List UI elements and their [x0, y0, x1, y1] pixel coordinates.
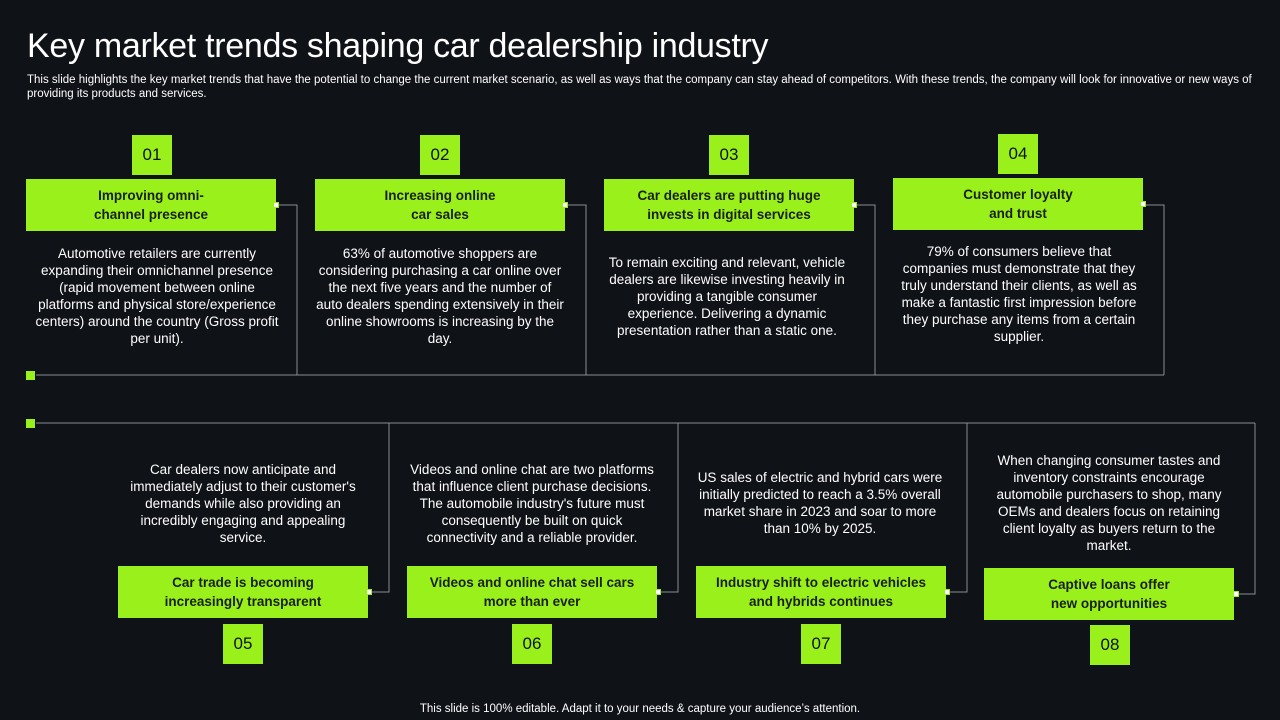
trend-text-04: 79% of consumers believe that companies …	[901, 244, 1137, 344]
trend-text-02: 63% of automotive shoppers are consideri…	[316, 246, 564, 346]
trend-text-07: US sales of electric and hybrid cars wer…	[697, 470, 943, 536]
trend-number-04: 04	[998, 134, 1038, 174]
trend-heading-07: Industry shift to electric vehicles and …	[696, 566, 946, 618]
trend-number-05: 05	[223, 624, 263, 664]
trend-text-01: Automotive retailers are currently expan…	[35, 246, 279, 346]
trend-heading-02: Increasing online car sales	[315, 179, 565, 231]
trend-number-07: 07	[801, 624, 841, 664]
page-title: Key market trends shaping car dealership…	[27, 27, 769, 65]
trend-heading-05: Car trade is becoming increasingly trans…	[118, 566, 368, 618]
trend-number-02: 02	[420, 135, 460, 175]
trend-number-03: 03	[709, 135, 749, 175]
trend-heading-03: Car dealers are putting huge invests in …	[604, 179, 854, 231]
connector-dot	[655, 589, 661, 595]
connector-dot	[1233, 591, 1239, 597]
trend-number-06: 06	[512, 624, 552, 664]
footer-note: This slide is 100% editable. Adapt it to…	[419, 703, 861, 715]
connector-dot	[366, 589, 372, 595]
trend-heading-01: Improving omni- channel presence	[26, 179, 276, 231]
trend-text-03: To remain exciting and relevant, vehicle…	[608, 254, 846, 338]
connector-dot	[851, 202, 857, 208]
trend-number-01: 01	[132, 135, 172, 175]
trend-heading-06: Videos and online chat sell cars more th…	[407, 566, 657, 618]
trend-text-06: Videos and online chat are two platforms…	[410, 461, 654, 545]
trend-text-08: When changing consumer tastes and invent…	[996, 453, 1222, 553]
trend-heading-04: Customer loyalty and trust	[893, 178, 1143, 230]
page-subtitle: This slide highlights the key market tre…	[27, 74, 1252, 100]
connector-dot	[562, 202, 568, 208]
timeline-marker-bottom	[26, 419, 35, 428]
timeline-marker-top	[26, 371, 35, 380]
connector-dot	[944, 589, 950, 595]
connector-dot	[1140, 201, 1146, 207]
trend-text-05: Car dealers now anticipate and immediate…	[130, 461, 356, 545]
trend-heading-08: Captive loans offer new opportunities	[984, 568, 1234, 620]
connector-dot	[273, 202, 279, 208]
trend-number-08: 08	[1090, 625, 1130, 665]
